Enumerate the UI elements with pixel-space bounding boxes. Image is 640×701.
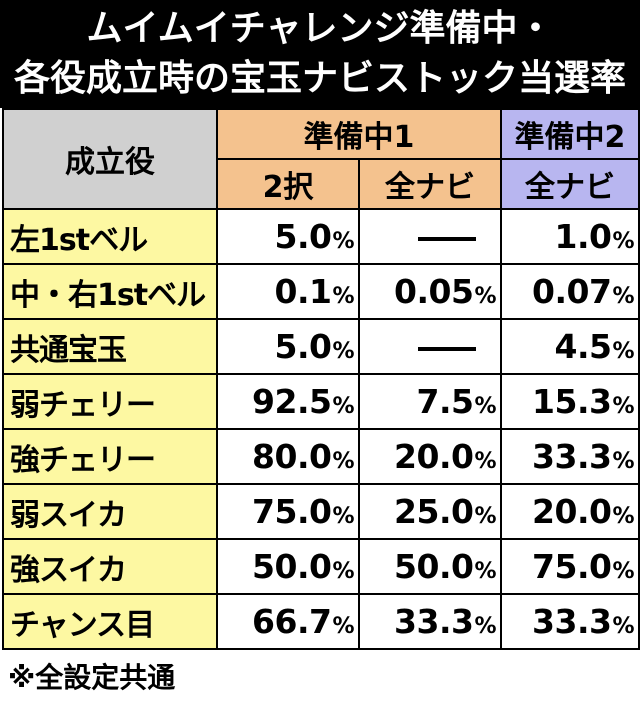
cell-v1: 5.0% bbox=[216, 318, 360, 375]
cell-v1: 5.0% bbox=[216, 208, 360, 265]
cell-v3: 1.0% bbox=[500, 208, 640, 265]
cell-v3: 0.07% bbox=[500, 263, 640, 320]
cell-value: 75.0 bbox=[532, 547, 612, 586]
cell-value: 33.3 bbox=[394, 602, 474, 641]
cell-value: 7.5 bbox=[416, 382, 474, 421]
title-line-2: 各役成立時の宝玉ナビストック当選率 bbox=[13, 58, 626, 99]
cell-value: 33.3 bbox=[532, 437, 612, 476]
cell-value: 4.5 bbox=[554, 327, 612, 366]
not-applicable-dash bbox=[418, 236, 476, 241]
percent-sign: % bbox=[474, 559, 496, 584]
header-group-1-sub-2: 全ナビ bbox=[358, 158, 502, 210]
cell-v1: 80.0% bbox=[216, 428, 360, 485]
cell-v1: 92.5% bbox=[216, 373, 360, 430]
cell-value: 20.0 bbox=[394, 437, 474, 476]
cell-v3: 33.3% bbox=[500, 428, 640, 485]
row-label: 弱スイカ bbox=[2, 483, 218, 540]
header-group-1: 準備中1 bbox=[216, 108, 502, 160]
cell-value: 5.0 bbox=[274, 327, 332, 366]
cell-value: 80.0 bbox=[252, 437, 332, 476]
cell-value: 15.3 bbox=[532, 382, 612, 421]
table-row: 弱スイカ 75.0% 25.0% 20.0% bbox=[2, 483, 640, 540]
table-row: チャンス目 66.7% 33.3% 33.3% bbox=[2, 593, 640, 650]
percent-sign: % bbox=[332, 559, 354, 584]
table-row: 強スイカ 50.0% 50.0% 75.0% bbox=[2, 538, 640, 595]
cell-v2: 50.0% bbox=[358, 538, 502, 595]
row-label: 弱チェリー bbox=[2, 373, 218, 430]
percent-sign: % bbox=[612, 449, 634, 474]
percent-sign: % bbox=[474, 449, 496, 474]
percent-sign: % bbox=[612, 394, 634, 419]
cell-v2: 7.5% bbox=[358, 373, 502, 430]
cell-v1: 66.7% bbox=[216, 593, 360, 650]
cell-value: 50.0 bbox=[394, 547, 474, 586]
cell-value: 25.0 bbox=[394, 492, 474, 531]
cell-value: 75.0 bbox=[252, 492, 332, 531]
percent-sign: % bbox=[612, 339, 634, 364]
header-group-2-sub-1: 全ナビ bbox=[500, 158, 640, 210]
table-row: 共通宝玉 5.0% 4.5% bbox=[2, 318, 640, 375]
cell-value: 0.05 bbox=[394, 272, 474, 311]
not-applicable-dash bbox=[418, 346, 476, 351]
cell-v2: 33.3% bbox=[358, 593, 502, 650]
cell-v3: 15.3% bbox=[500, 373, 640, 430]
percent-sign: % bbox=[612, 504, 634, 529]
row-label: 強スイカ bbox=[2, 538, 218, 595]
percent-sign: % bbox=[474, 394, 496, 419]
percent-sign: % bbox=[332, 229, 354, 254]
cell-value: 33.3 bbox=[532, 602, 612, 641]
page-title: ムイムイチャレンジ準備中・ 各役成立時の宝玉ナビストック当選率 bbox=[0, 0, 640, 108]
cell-value: 50.0 bbox=[252, 547, 332, 586]
cell-v1: 0.1% bbox=[216, 263, 360, 320]
table-row: 弱チェリー 92.5% 7.5% 15.3% bbox=[2, 373, 640, 430]
row-label: 共通宝玉 bbox=[2, 318, 218, 375]
row-label: 強チェリー bbox=[2, 428, 218, 485]
footnote: ※全設定共通 bbox=[8, 661, 176, 694]
cell-value: 1.0 bbox=[554, 217, 612, 256]
percent-sign: % bbox=[332, 284, 354, 309]
cell-v2 bbox=[358, 208, 502, 265]
percent-sign: % bbox=[612, 284, 634, 309]
row-label: チャンス目 bbox=[2, 593, 218, 650]
cell-v2: 25.0% bbox=[358, 483, 502, 540]
cell-value: 66.7 bbox=[252, 602, 332, 641]
cell-v2 bbox=[358, 318, 502, 375]
percent-sign: % bbox=[612, 559, 634, 584]
percent-sign: % bbox=[332, 614, 354, 639]
cell-v2: 0.05% bbox=[358, 263, 502, 320]
cell-v3: 20.0% bbox=[500, 483, 640, 540]
table-row: 強チェリー 80.0% 20.0% 33.3% bbox=[2, 428, 640, 485]
header-group-1-sub-1: 2択 bbox=[216, 158, 360, 210]
cell-value: 92.5 bbox=[252, 382, 332, 421]
cell-value: 0.1 bbox=[274, 272, 332, 311]
probability-table: 成立役 準備中1 準備中2 2択 全ナビ 全ナビ 左1stベル 5.0% 1.0% 中… bbox=[2, 108, 640, 650]
header-corner: 成立役 bbox=[2, 108, 218, 210]
percent-sign: % bbox=[332, 449, 354, 474]
cell-v3: 4.5% bbox=[500, 318, 640, 375]
row-label: 中・右1stベル bbox=[2, 263, 218, 320]
percent-sign: % bbox=[332, 504, 354, 529]
header-group-2: 準備中2 bbox=[500, 108, 640, 160]
percent-sign: % bbox=[474, 504, 496, 529]
percent-sign: % bbox=[332, 394, 354, 419]
percent-sign: % bbox=[612, 229, 634, 254]
table-row: 中・右1stベル 0.1% 0.05% 0.07% bbox=[2, 263, 640, 320]
title-line-1: ムイムイチャレンジ準備中・ bbox=[86, 8, 554, 49]
cell-value: 20.0 bbox=[532, 492, 612, 531]
cell-v1: 50.0% bbox=[216, 538, 360, 595]
cell-v3: 33.3% bbox=[500, 593, 640, 650]
percent-sign: % bbox=[612, 614, 634, 639]
percent-sign: % bbox=[474, 284, 496, 309]
cell-v2: 20.0% bbox=[358, 428, 502, 485]
row-label: 左1stベル bbox=[2, 208, 218, 265]
cell-v1: 75.0% bbox=[216, 483, 360, 540]
cell-value: 0.07 bbox=[532, 272, 612, 311]
percent-sign: % bbox=[332, 339, 354, 364]
table-row: 左1stベル 5.0% 1.0% bbox=[2, 208, 640, 265]
cell-v3: 75.0% bbox=[500, 538, 640, 595]
percent-sign: % bbox=[474, 614, 496, 639]
cell-value: 5.0 bbox=[274, 217, 332, 256]
